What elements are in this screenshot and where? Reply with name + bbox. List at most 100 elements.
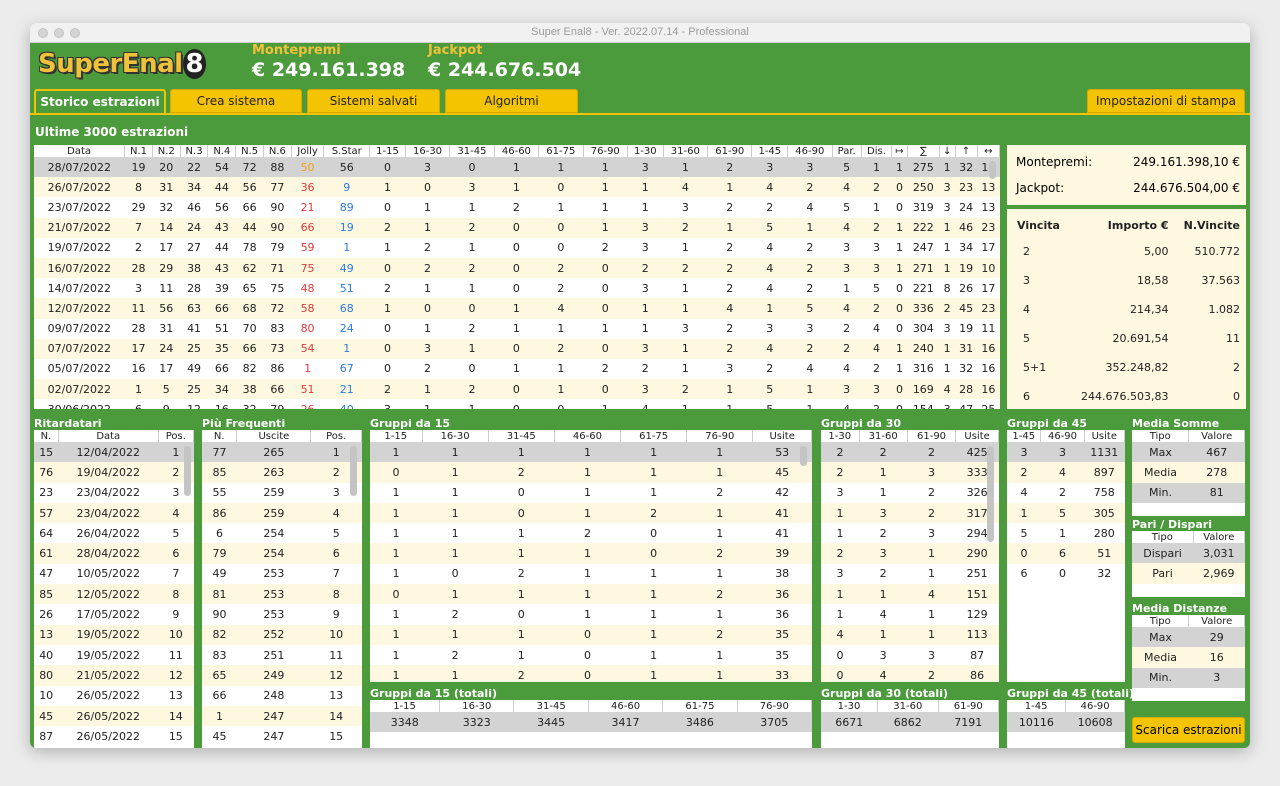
gruppi15-row[interactable]: 1 1 1 0 1 2 35 xyxy=(370,624,812,645)
draw-row[interactable]: 19/07/2022 2 17 27 44 78 79 59 1 1 2 1 0 0 2 3 1 2 4 2 3 3 1 24… xyxy=(34,238,1000,258)
draw-row[interactable]: 07/07/2022 17 24 25 35 66 73 54 1 0 3 1 0 2 0 3 1 2 4 2 2 4 1 2… xyxy=(34,338,1000,359)
gruppi45-row[interactable]: 4 2 758 xyxy=(1007,483,1125,503)
draw-row[interactable]: 26/07/2022 8 31 34 44 56 77 36 9 1 0 3 1 0 1 1 4 1 4 2 4 2 0 25… xyxy=(34,177,1000,198)
gruppi30-row[interactable]: 1 1 4 151 xyxy=(821,584,999,605)
gruppi30-header[interactable]: 31-60 xyxy=(859,430,908,442)
draws-header[interactable]: 61-75 xyxy=(538,145,584,157)
draws-header[interactable]: Par. xyxy=(832,145,862,157)
frequenti-row[interactable]: 86 259 4 xyxy=(202,502,362,524)
gruppi45-header[interactable]: Usite xyxy=(1084,430,1125,442)
gruppi15-header[interactable]: 1-15 xyxy=(370,430,423,442)
gruppi30-row[interactable]: 4 1 1 113 xyxy=(821,624,999,645)
draws-header[interactable]: 1-45 xyxy=(751,145,789,157)
gruppi45-header[interactable]: 46-90 xyxy=(1040,430,1085,442)
frequenti-row[interactable]: 65 249 12 xyxy=(202,665,362,686)
frequenti-header[interactable]: N. xyxy=(202,430,238,442)
gruppi30-row[interactable]: 3 1 2 326 xyxy=(821,483,999,503)
draws-header[interactable]: 46-60 xyxy=(494,145,540,157)
frequenti-row[interactable]: 6 254 5 xyxy=(202,523,362,543)
frequenti-row[interactable]: 55 259 3 xyxy=(202,483,362,503)
frequenti-row[interactable]: 66 248 13 xyxy=(202,686,362,706)
gruppi15-totali-header[interactable]: 61-75 xyxy=(662,700,738,712)
ritardatari-header[interactable]: Pos. xyxy=(158,430,194,442)
frequenti-row[interactable]: 82 252 10 xyxy=(202,624,362,645)
draw-row[interactable]: 05/07/2022 16 17 49 66 82 86 1 67 0 2 0 1 1 2 2 1 3 2 4 4 2 1 3… xyxy=(34,359,1000,379)
ritardatari-row[interactable]: 23 23/04/2022 3 xyxy=(34,483,194,503)
minimize-window-button[interactable] xyxy=(54,28,64,38)
pari-dispari-header[interactable]: Tipo xyxy=(1132,531,1194,543)
draws-header[interactable]: ∑ xyxy=(907,145,940,157)
gruppi15-row[interactable]: 1 0 2 1 1 1 38 xyxy=(370,564,812,584)
media-distanze-header[interactable]: Tipo xyxy=(1132,615,1190,627)
frequenti-scrollbar[interactable] xyxy=(350,446,357,496)
frequenti-row[interactable]: 1 247 14 xyxy=(202,705,362,727)
draws-header[interactable]: ↔ xyxy=(977,145,1000,157)
draw-row[interactable]: 30/06/2022691216327926403110014115142015… xyxy=(34,399,1000,409)
gruppi15-totali-header[interactable]: 1-15 xyxy=(370,700,441,712)
draws-header[interactable]: 76-90 xyxy=(583,145,628,157)
gruppi45-row[interactable]: 2 4 897 xyxy=(1007,462,1125,483)
ritardatari-row[interactable]: 64 26/04/2022 5 xyxy=(34,523,194,543)
gruppi15-header[interactable]: 76-90 xyxy=(686,430,754,442)
draws-header[interactable]: 1-15 xyxy=(369,145,406,157)
gruppi30-totali-header[interactable]: 1-30 xyxy=(821,700,879,712)
media-somme-header[interactable]: Valore xyxy=(1188,430,1245,442)
draws-header[interactable]: N.2 xyxy=(152,145,181,157)
draws-header[interactable]: Dis. xyxy=(861,145,893,157)
frequenti-row[interactable]: 45 247 15 xyxy=(202,726,362,746)
tab-storico-estrazioni[interactable]: Storico estrazioni xyxy=(34,89,166,113)
draws-header[interactable]: 16-30 xyxy=(405,145,451,157)
gruppi30-header[interactable]: 61-90 xyxy=(907,430,957,442)
gruppi30-row[interactable]: 1 3 2 317 xyxy=(821,502,999,524)
draw-row[interactable]: 23/07/2022 29 32 46 56 66 90 21 89 0 1 1 2 1 1 1 3 2 2 4 5 1 0… xyxy=(34,197,1000,217)
frequenti-header[interactable]: Uscite xyxy=(236,430,312,442)
tab-impostazioni-stampa[interactable]: Impostazioni di stampa xyxy=(1087,89,1245,113)
draws-header[interactable]: ↑ xyxy=(955,145,978,157)
draws-header[interactable]: N.3 xyxy=(180,145,209,157)
draws-header[interactable]: 31-45 xyxy=(449,145,495,157)
ritardatari-row[interactable]: 45 26/05/2022 14 xyxy=(34,705,194,727)
gruppi30-scrollbar[interactable] xyxy=(987,446,994,542)
gruppi30-row[interactable]: 2 2 2 425 xyxy=(821,442,999,463)
ritardatari-row[interactable]: 76 19/04/2022 2 xyxy=(34,462,194,483)
gruppi30-totali-header[interactable]: 61-90 xyxy=(938,700,999,712)
gruppi45-row[interactable]: 5 1 280 xyxy=(1007,523,1125,543)
gruppi15-header[interactable]: Usite xyxy=(752,430,812,442)
frequenti-row[interactable]: 83 251 11 xyxy=(202,645,362,665)
ritardatari-row[interactable]: 57 23/04/2022 4 xyxy=(34,502,194,524)
draws-header[interactable]: ↦ xyxy=(891,145,908,157)
draw-row[interactable]: 09/07/2022 28 31 41 51 70 83 80 24 0 1 2 1 1 1 1 3 2 3 3 2 4 0… xyxy=(34,319,1000,339)
draws-header[interactable]: N.6 xyxy=(263,145,292,157)
media-somme-header[interactable]: Tipo xyxy=(1132,430,1190,442)
draw-row[interactable]: 16/07/2022 28 29 38 43 62 71 75 49 0 2 2 0 2 0 2 2 2 4 2 3 3 1… xyxy=(34,257,1000,279)
draw-row[interactable]: 12/07/2022 11 56 63 66 68 72 58 68 1 0 0 1 4 0 1 1 4 1 5 4 2 0… xyxy=(34,298,1000,319)
ritardatari-row[interactable]: 80 21/05/2022 12 xyxy=(34,665,194,686)
gruppi15-row[interactable]: 0 1 2 1 1 1 45 xyxy=(370,462,812,483)
gruppi30-row[interactable]: 0 3 3 87 xyxy=(821,645,999,665)
ritardatari-row[interactable]: 40 19/05/2022 11 xyxy=(34,645,194,665)
media-distanze-header[interactable]: Valore xyxy=(1188,615,1245,627)
frequenti-row[interactable]: 81 253 8 xyxy=(202,584,362,605)
draws-header[interactable]: 1-30 xyxy=(627,145,664,157)
gruppi15-row[interactable]: 1 1 1 1 0 2 39 xyxy=(370,543,812,564)
tab-crea-sistema[interactable]: Crea sistema xyxy=(170,89,302,113)
ritardatari-header[interactable]: N. xyxy=(34,430,59,442)
ritardatari-row[interactable]: 87 26/05/2022 15 xyxy=(34,726,194,746)
draw-row[interactable]: 02/07/2022 1 5 25 34 38 66 51 21 2 1 2 0 1 0 3 2 1 5 1 3 3 0 16… xyxy=(34,379,1000,400)
ritardatari-row[interactable]: 13 19/05/2022 10 xyxy=(34,624,194,645)
ritardatari-scrollbar[interactable] xyxy=(184,446,191,496)
frequenti-header[interactable]: Pos. xyxy=(310,430,362,442)
gruppi30-row[interactable]: 2 3 1 290 xyxy=(821,543,999,564)
gruppi45-totali-header[interactable]: 1-45 xyxy=(1007,700,1067,712)
zoom-window-button[interactable] xyxy=(70,28,80,38)
draws-header[interactable]: N.5 xyxy=(235,145,264,157)
gruppi30-header[interactable]: 1-30 xyxy=(821,430,860,442)
draw-row[interactable]: 28/07/2022 19 20 22 54 72 88 50 56 0 3 0 1 1 1 3 1 2 3 3 5 1 1… xyxy=(34,157,1000,178)
gruppi15-totali-header[interactable]: 16-30 xyxy=(439,700,515,712)
gruppi15-row[interactable]: 1 2 0 1 1 1 36 xyxy=(370,604,812,624)
gruppi45-header[interactable]: 1-45 xyxy=(1007,430,1042,442)
draws-header[interactable]: 31-60 xyxy=(663,145,709,157)
draw-row[interactable]: 14/07/2022 3 11 28 39 65 75 48 51 2 1 1 0 2 0 3 1 2 4 2 1 5 0 2… xyxy=(34,278,1000,298)
frequenti-row[interactable]: 85 263 2 xyxy=(202,462,362,483)
ritardatari-header[interactable]: Data xyxy=(58,430,159,442)
